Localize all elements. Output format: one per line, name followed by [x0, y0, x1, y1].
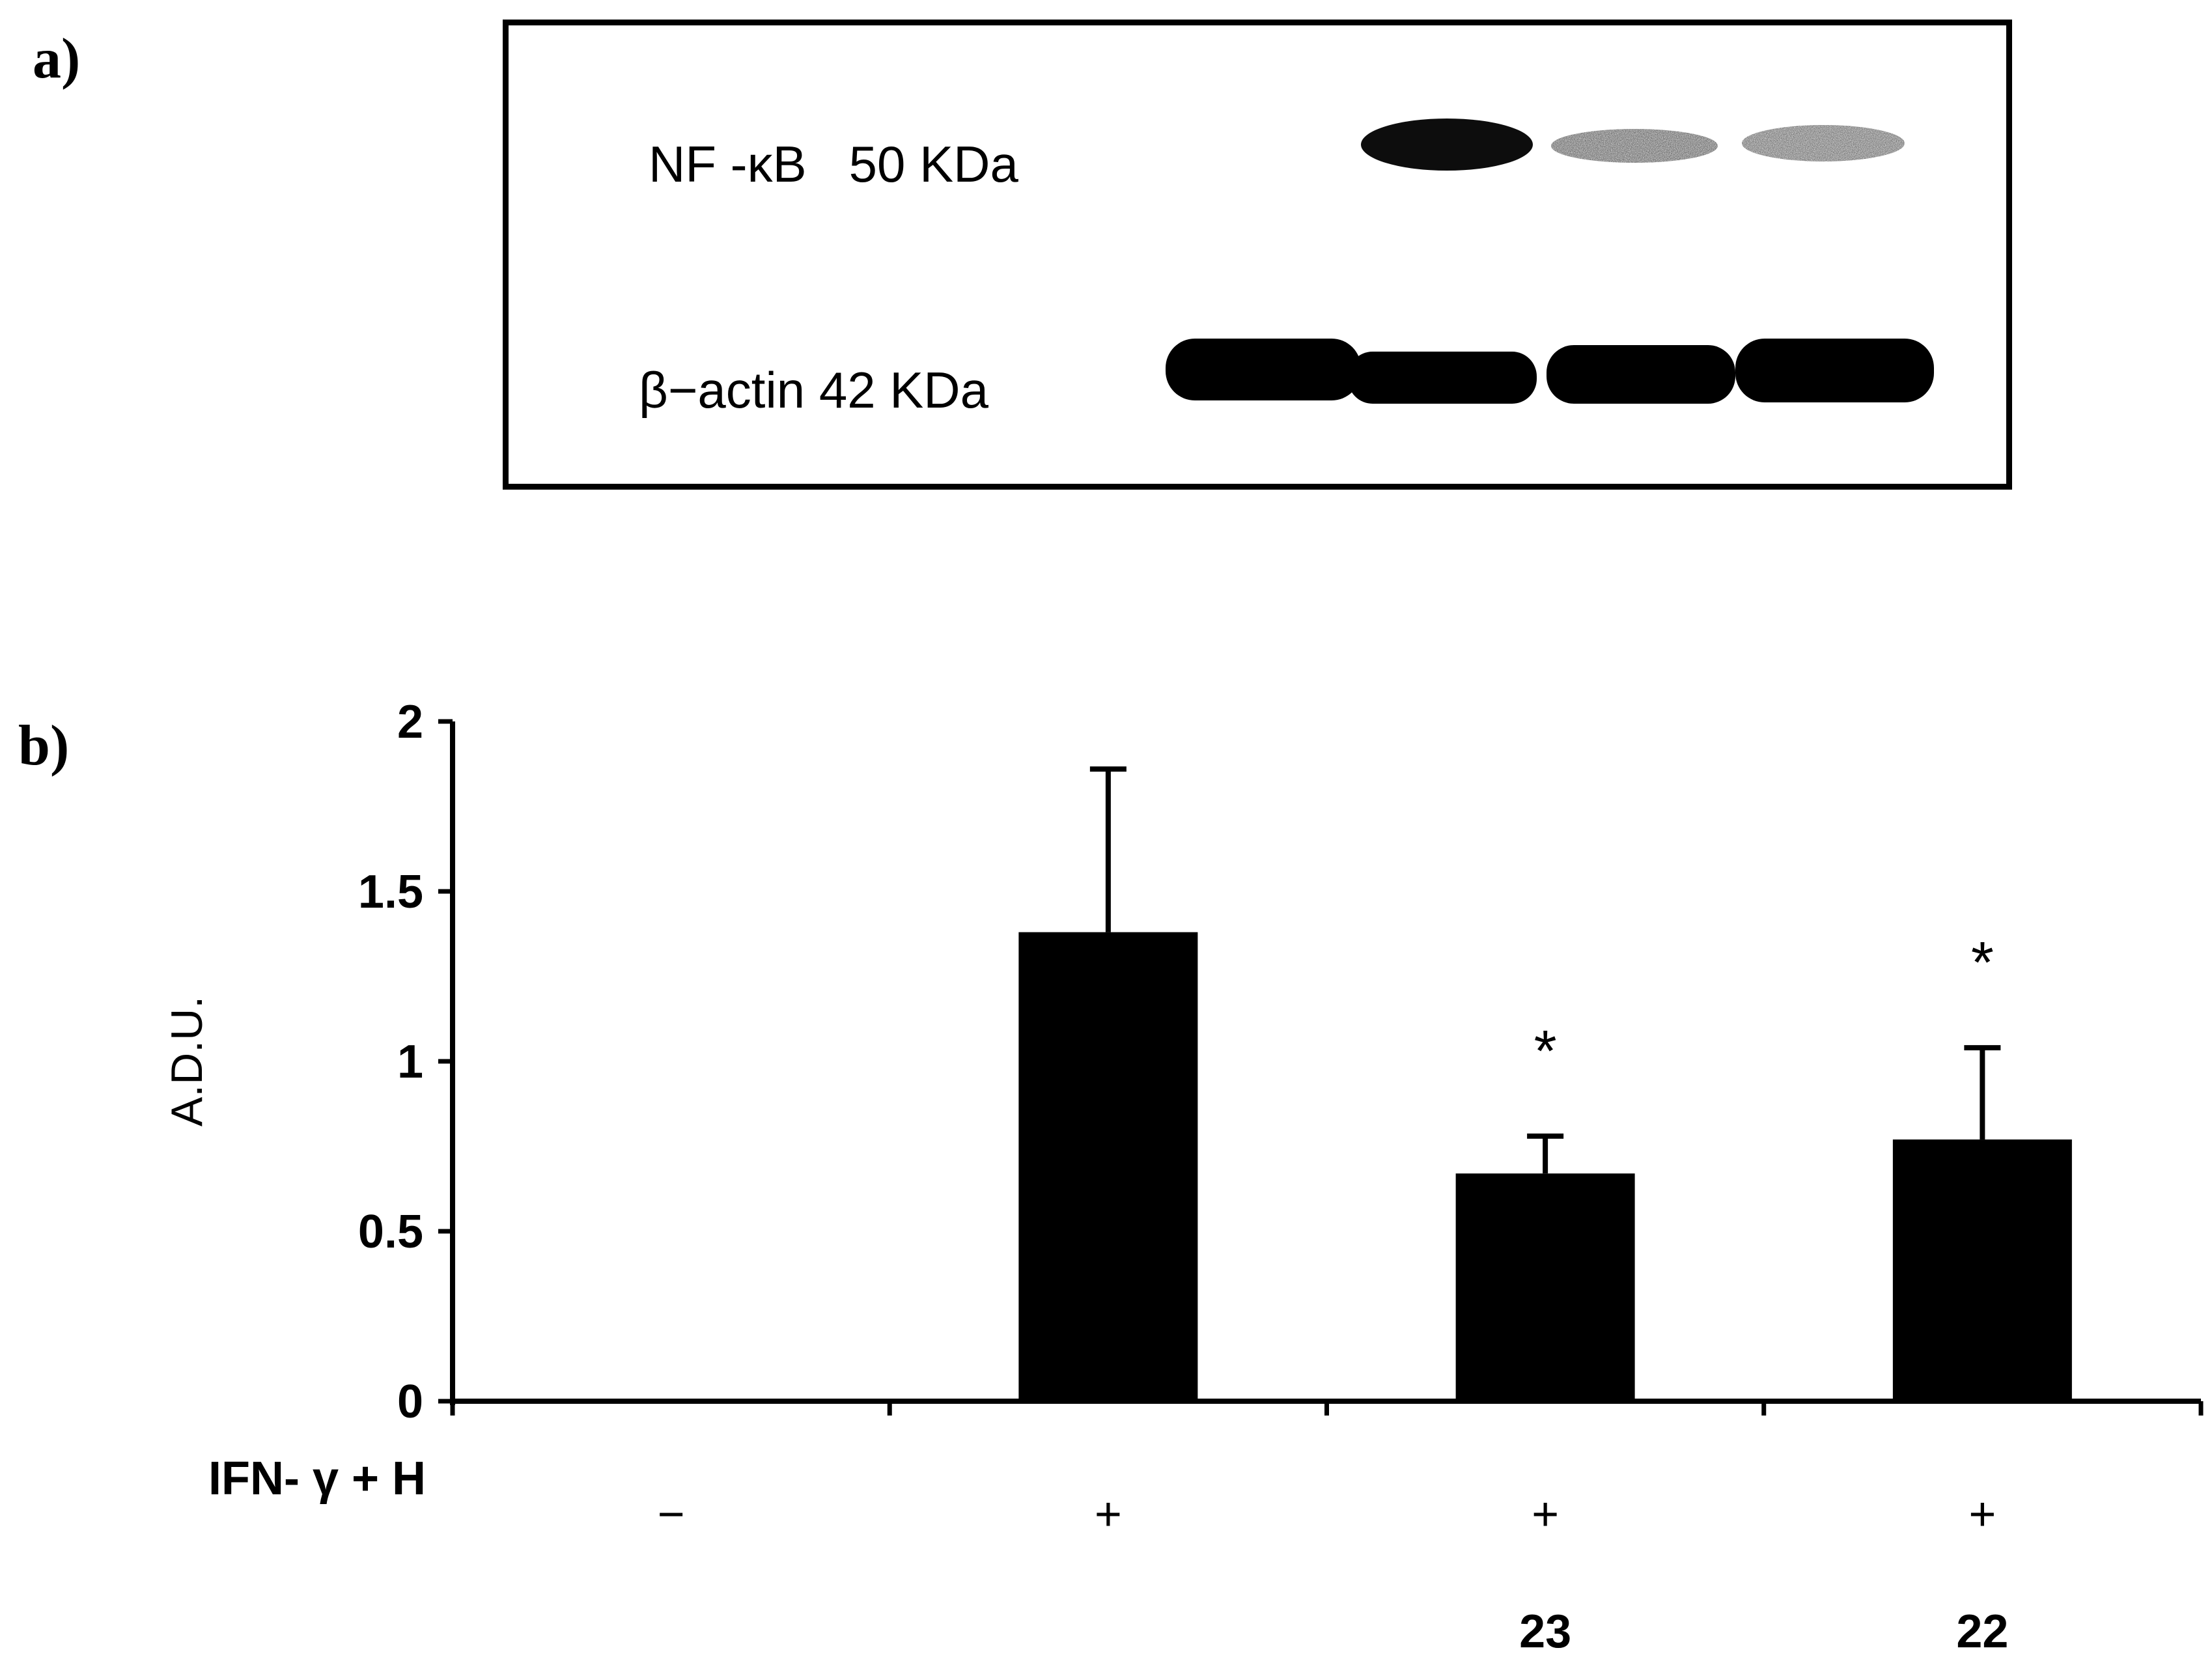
- treatment-sign: −: [658, 1488, 685, 1541]
- bar-chart: 0 0.5 1 1.5 2 A.D.U. − + * +23 * +22: [162, 696, 2204, 1658]
- actin-band-lane-2: [1348, 352, 1537, 404]
- y-tick-label: 2: [397, 696, 423, 748]
- actin-band-lane-1: [1166, 339, 1361, 400]
- y-tick-label: 0.5: [358, 1206, 423, 1258]
- treatment-sign: +: [1095, 1488, 1122, 1541]
- actin-band-label: β−actin 42 KDa: [639, 361, 989, 419]
- western-blot-frame: NF -κB 50 KDa β−actin 42 KDa: [503, 20, 2012, 490]
- nfkb-band-lane-2: [1361, 119, 1533, 171]
- nfkb-bands: [1361, 119, 1905, 171]
- y-tick-label: 1: [397, 1036, 423, 1088]
- treatment-sign: +: [1532, 1488, 1559, 1541]
- compound-label: 22: [1956, 1606, 2008, 1658]
- bar: [1892, 1139, 2072, 1401]
- panel-b-label: b): [18, 714, 70, 777]
- significance-marker: *: [1971, 930, 1994, 996]
- significance-marker: *: [1534, 1019, 1557, 1084]
- panel-a-label: a): [33, 27, 81, 91]
- y-axis-label: A.D.U.: [162, 996, 212, 1126]
- compound-label: 23: [1519, 1606, 1571, 1658]
- nfkb-band-lane-3: [1551, 129, 1718, 163]
- actin-bands: [1166, 339, 1934, 404]
- actin-band-lane-4: [1735, 339, 1934, 402]
- nfkb-band-lane-4: [1742, 125, 1905, 161]
- y-tick-label: 0: [397, 1376, 423, 1428]
- actin-band-lane-3: [1547, 345, 1735, 404]
- bar: [1455, 1173, 1635, 1401]
- bar: [1018, 932, 1198, 1401]
- treatment-row-label: IFN- γ + H: [208, 1453, 427, 1505]
- treatment-sign: +: [1968, 1488, 1996, 1541]
- y-tick-label: 1.5: [358, 866, 423, 918]
- nfkb-band-label: NF -κB 50 KDa: [649, 135, 1018, 193]
